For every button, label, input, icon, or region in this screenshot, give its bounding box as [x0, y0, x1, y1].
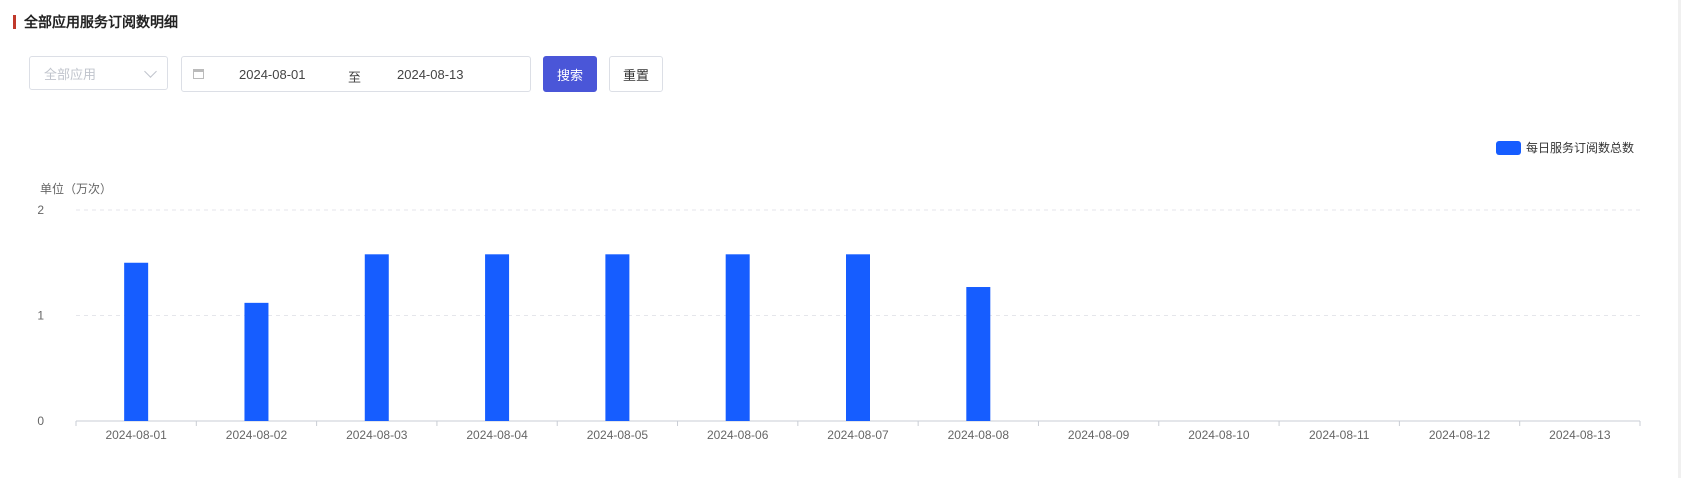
search-button[interactable]: 搜索: [543, 56, 597, 92]
calendar-icon: [193, 69, 204, 79]
bar: [485, 254, 510, 421]
page-title: 全部应用服务订阅数明细: [24, 14, 178, 30]
chart-legend[interactable]: 每日服务订阅数总数: [1496, 139, 1634, 156]
legend-label: 每日服务订阅数总数: [1526, 141, 1635, 155]
reset-button[interactable]: 重置: [609, 56, 663, 92]
bar: [846, 254, 870, 421]
bar: [124, 262, 149, 421]
x-tick-label: 2024-08-06: [707, 428, 769, 442]
scrollbar-track: [1678, 0, 1681, 478]
app-select[interactable]: 全部应用: [29, 56, 168, 90]
x-tick-label: 2024-08-13: [1549, 428, 1611, 442]
x-tick-label: 2024-08-12: [1429, 428, 1491, 442]
date-start-input[interactable]: 2024-08-01: [239, 67, 306, 82]
section-title: 全部应用服务订阅数明细: [13, 12, 178, 32]
y-tick-label: 0: [37, 414, 44, 428]
x-tick-label: 2024-08-08: [948, 428, 1010, 442]
bar: [966, 287, 991, 421]
x-tick-label: 2024-08-01: [105, 428, 167, 442]
x-tick-label: 2024-08-02: [226, 428, 288, 442]
y-axis-unit-label: 单位（万次）: [40, 182, 113, 196]
legend-swatch: [1496, 140, 1521, 155]
date-range-picker[interactable]: 2024-08-01 至 2024-08-13: [181, 56, 531, 92]
bar: [605, 254, 630, 421]
x-tick-label: 2024-08-07: [827, 428, 889, 442]
bar: [364, 254, 389, 421]
date-range-separator: 至: [348, 70, 362, 85]
y-tick-label: 2: [37, 203, 44, 217]
x-tick-label: 2024-08-10: [1188, 428, 1250, 442]
title-accent-bar: [13, 15, 16, 29]
bar: [725, 254, 750, 421]
bar: [244, 302, 269, 421]
app-select-placeholder: 全部应用: [44, 66, 97, 82]
x-tick-label: 2024-08-09: [1068, 428, 1130, 442]
x-tick-label: 2024-08-11: [1309, 428, 1370, 442]
x-tick-label: 2024-08-03: [346, 428, 408, 442]
x-tick-label: 2024-08-05: [587, 428, 649, 442]
date-end-input[interactable]: 2024-08-13: [397, 67, 464, 82]
y-tick-label: 1: [37, 309, 44, 323]
x-tick-label: 2024-08-04: [466, 428, 528, 442]
